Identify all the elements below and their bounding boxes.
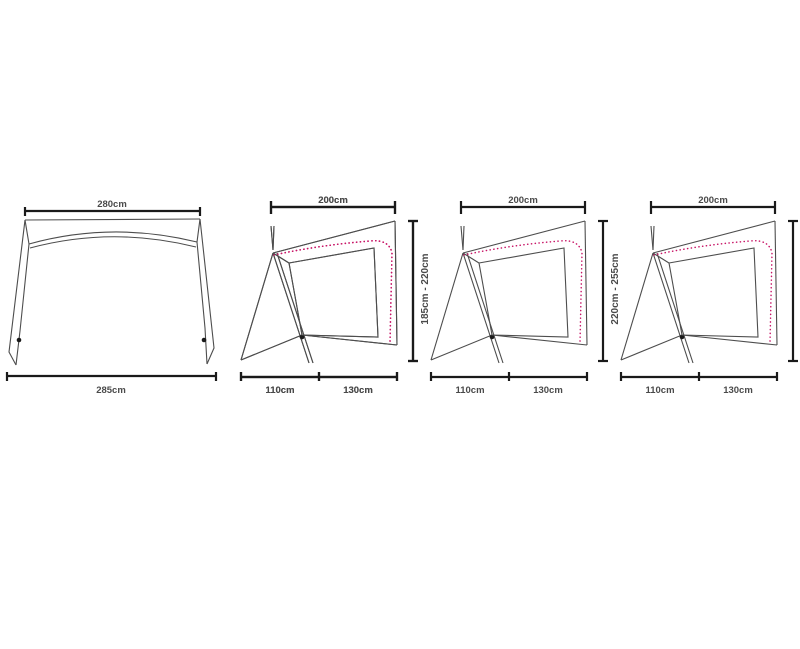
svg-text:185cm - 220cm: 185cm - 220cm [420, 253, 431, 324]
svg-text:285cm: 285cm [96, 385, 126, 396]
svg-text:280cm: 280cm [97, 199, 127, 210]
svg-text:220cm - 255cm: 220cm - 255cm [610, 253, 621, 324]
